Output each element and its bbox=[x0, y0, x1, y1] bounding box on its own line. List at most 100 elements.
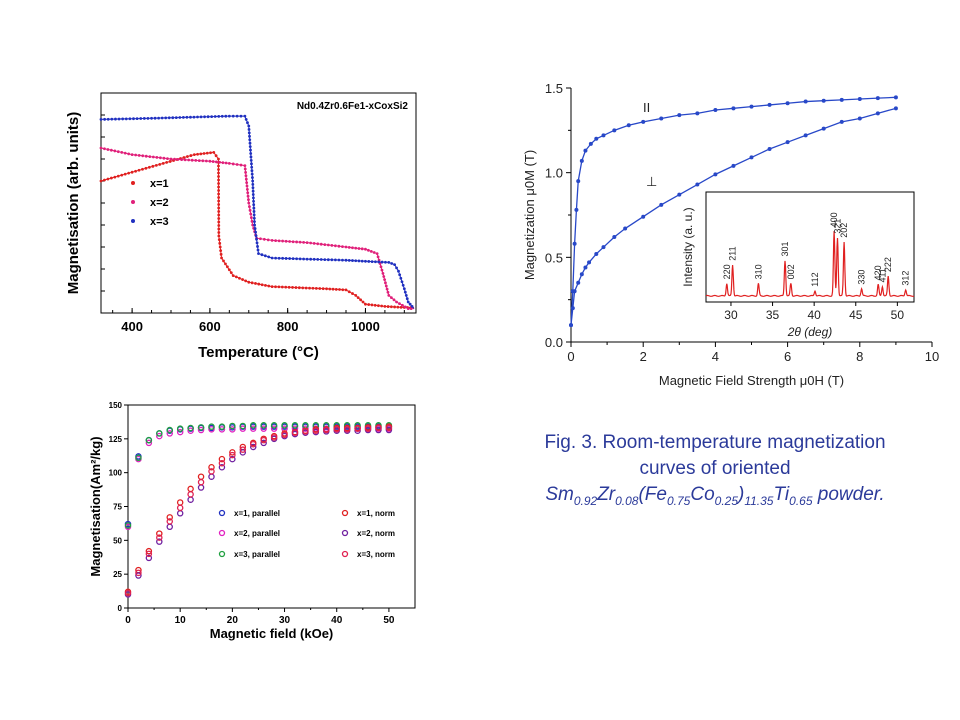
c1-data-point bbox=[253, 230, 257, 234]
c1-data-point bbox=[288, 240, 292, 243]
c3-data-point bbox=[135, 454, 142, 462]
c3-data-point bbox=[354, 424, 361, 432]
c1-data-point bbox=[330, 258, 334, 262]
c1-data-point bbox=[243, 164, 247, 168]
c3-data-point bbox=[239, 446, 247, 453]
c3-data-point bbox=[323, 422, 330, 429]
c1-data-point bbox=[254, 234, 258, 238]
c1-data-point bbox=[208, 159, 212, 163]
c1-data-point bbox=[393, 263, 397, 266]
c2-data-point bbox=[594, 136, 599, 141]
c1-data-point bbox=[386, 290, 390, 294]
c3-data-point bbox=[354, 422, 361, 429]
inset-x-tick-label: 35 bbox=[766, 308, 780, 322]
c1-data-point bbox=[294, 286, 298, 289]
c3-data-point bbox=[145, 439, 153, 447]
formula-part: Ti bbox=[773, 484, 790, 505]
c1-data-point bbox=[398, 273, 402, 277]
formula-part: ) bbox=[738, 484, 745, 505]
c1-data-point bbox=[158, 156, 162, 160]
c3-data-point bbox=[249, 439, 257, 447]
c1-data-point bbox=[408, 302, 412, 306]
c1-data-point bbox=[189, 115, 192, 119]
c1-data-point bbox=[402, 306, 406, 309]
c3-x-tick-label: 40 bbox=[331, 615, 343, 626]
c2-data-point bbox=[839, 119, 844, 124]
c3-data-point bbox=[364, 426, 372, 434]
c1-data-point bbox=[257, 252, 260, 256]
c2-data-point bbox=[601, 133, 606, 138]
formula-subscript: 0.08 bbox=[615, 493, 639, 508]
c1-data-point bbox=[217, 164, 220, 168]
c1-data-point bbox=[316, 242, 320, 246]
inset-peak-label: 400 bbox=[829, 212, 839, 227]
c1-data-point bbox=[169, 157, 173, 161]
c1-data-point bbox=[231, 162, 235, 166]
inset-peak-label: 321 bbox=[832, 219, 842, 234]
c1-data-point bbox=[113, 149, 117, 153]
c1-data-point bbox=[291, 286, 294, 289]
c3-data-point bbox=[176, 499, 184, 506]
c3-data-point bbox=[135, 566, 142, 574]
c1-legend-marker bbox=[131, 200, 135, 204]
c1-data-point bbox=[114, 117, 117, 121]
c1-data-point bbox=[252, 203, 256, 207]
c1-data-point bbox=[249, 152, 253, 155]
c2-data-point bbox=[713, 108, 718, 113]
c2-data-point bbox=[785, 101, 790, 106]
c1-data-point bbox=[386, 305, 390, 308]
c3-data-point bbox=[176, 504, 184, 512]
c3-data-point bbox=[333, 426, 340, 433]
c1-data-point bbox=[127, 152, 131, 156]
c1-data-point bbox=[251, 179, 255, 183]
c1-data-point bbox=[247, 198, 250, 202]
c1-data-point bbox=[175, 158, 179, 161]
c1-data-point bbox=[246, 191, 250, 195]
c2-series-line bbox=[570, 107, 897, 326]
c1-data-point bbox=[266, 238, 270, 242]
c3-legend-marker bbox=[218, 550, 226, 558]
c1-data-point bbox=[333, 258, 337, 262]
c1-data-point bbox=[277, 285, 281, 289]
c1-data-point bbox=[360, 259, 364, 263]
c3-data-point bbox=[354, 427, 361, 434]
c1-data-point bbox=[249, 148, 252, 152]
c1-data-point bbox=[217, 231, 221, 234]
c3-data-point bbox=[145, 550, 153, 558]
c1-data-point bbox=[166, 157, 169, 161]
c1-data-point bbox=[247, 128, 251, 131]
c1-data-point bbox=[109, 148, 113, 152]
c1-data-point bbox=[217, 192, 221, 196]
c3-data-point bbox=[333, 423, 340, 430]
c2-data-point bbox=[803, 99, 808, 104]
c1-data-point bbox=[217, 196, 221, 199]
c1-data-point bbox=[359, 298, 362, 302]
c3-data-point bbox=[145, 554, 153, 562]
c1-y-axis-label: Magnetisation (arb. units) bbox=[65, 112, 82, 295]
c1-data-point bbox=[234, 275, 238, 279]
c3-data-point bbox=[323, 426, 330, 433]
c1-data-point bbox=[213, 115, 217, 118]
c2-x-tick-label: 4 bbox=[712, 349, 719, 364]
c3-data-point bbox=[166, 514, 173, 521]
c3-data-point bbox=[343, 424, 351, 432]
c1-data-point bbox=[302, 240, 306, 244]
c1-data-point bbox=[171, 116, 175, 120]
c3-data-point bbox=[385, 426, 393, 434]
c1-data-point bbox=[370, 260, 374, 264]
c1-data-point bbox=[106, 117, 110, 121]
c1-data-point bbox=[250, 169, 254, 173]
c3-data-point bbox=[270, 432, 278, 440]
c1-data-point bbox=[235, 163, 239, 166]
c2-x-tick-label: 10 bbox=[925, 349, 939, 364]
c2-data-point bbox=[583, 265, 588, 270]
c1-data-point bbox=[217, 182, 220, 185]
c1-data-point bbox=[389, 305, 393, 309]
c1-data-point bbox=[316, 258, 320, 261]
c1-data-point bbox=[380, 268, 384, 272]
c2-x-axis-label: Magnetic Field Strength μ0H (T) bbox=[659, 373, 844, 388]
c3-data-point bbox=[364, 424, 372, 431]
c3-data-point bbox=[343, 427, 351, 434]
c1-data-point bbox=[298, 257, 302, 261]
